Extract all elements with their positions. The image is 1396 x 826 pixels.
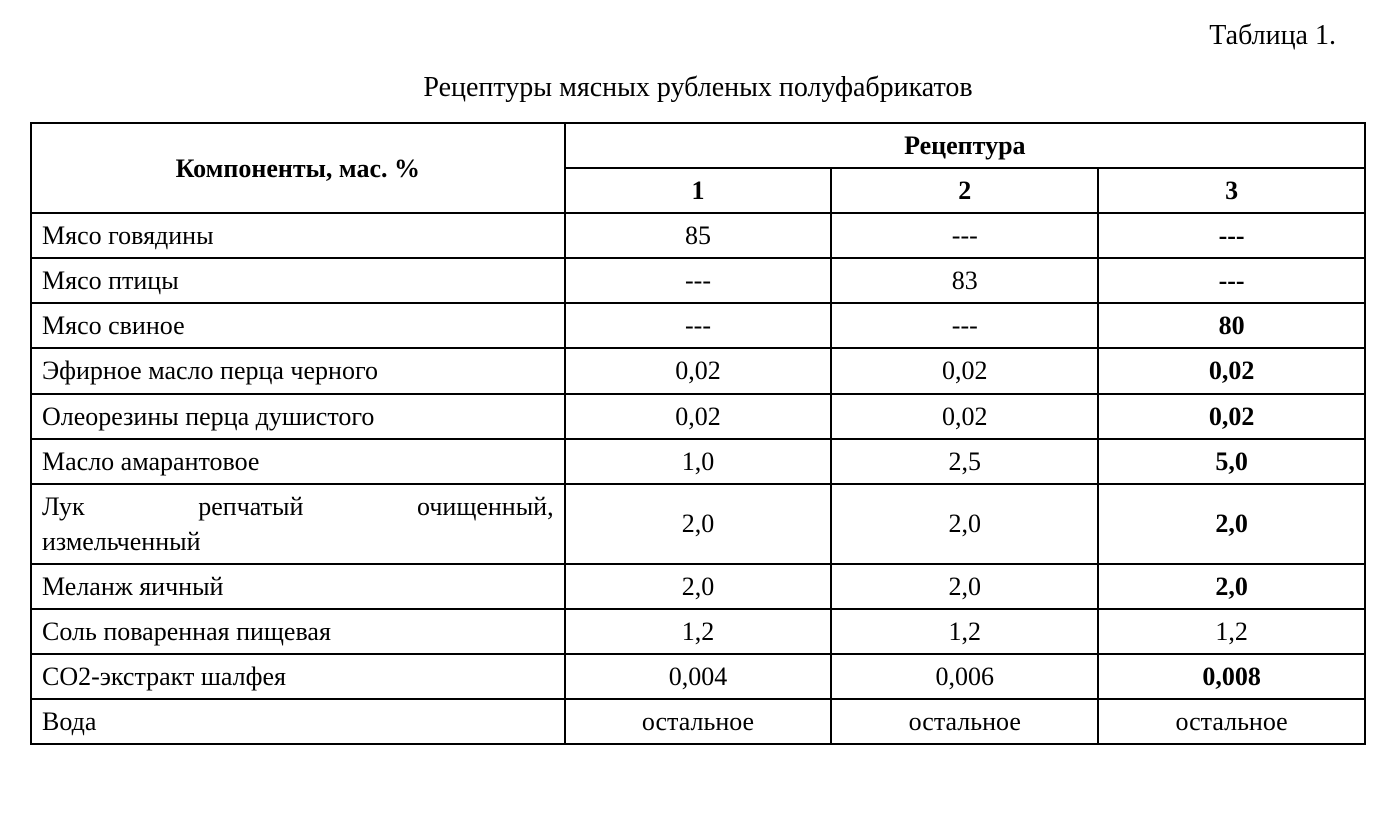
table-row: Олеорезины перца душистого 0,02 0,02 0,0… [31, 394, 1365, 439]
cell: 0,02 [565, 394, 832, 439]
cell: 1,2 [565, 609, 832, 654]
cell: 0,008 [1098, 654, 1365, 699]
cell: остальное [1098, 699, 1365, 744]
component-name-line2: измельченный [42, 524, 554, 559]
header-col-3: 3 [1098, 168, 1365, 213]
component-name: Мясо птицы [31, 258, 565, 303]
table-row: Соль поваренная пищевая 1,2 1,2 1,2 [31, 609, 1365, 654]
header-col-2: 2 [831, 168, 1098, 213]
table-row: Мясо говядины 85 --- --- [31, 213, 1365, 258]
component-name: Мясо говядины [31, 213, 565, 258]
table-row: Эфирное масло перца черного 0,02 0,02 0,… [31, 348, 1365, 393]
component-name: СО2-экстракт шалфея [31, 654, 565, 699]
cell: 2,0 [831, 484, 1098, 564]
cell: --- [1098, 213, 1365, 258]
cell: 0,02 [1098, 348, 1365, 393]
cell: 1,0 [565, 439, 832, 484]
table-row: Лук репчатый очищенный, измельченный 2,0… [31, 484, 1365, 564]
cell: 2,0 [831, 564, 1098, 609]
cell: остальное [565, 699, 832, 744]
component-name: Масло амарантовое [31, 439, 565, 484]
table-row: Меланж яичный 2,0 2,0 2,0 [31, 564, 1365, 609]
cell: 83 [831, 258, 1098, 303]
component-name: Лук репчатый очищенный, измельченный [31, 484, 565, 564]
table-row: Вода остальное остальное остальное [31, 699, 1365, 744]
header-components: Компоненты, мас. % [31, 123, 565, 213]
cell: 2,0 [565, 484, 832, 564]
table-row: СО2-экстракт шалфея 0,004 0,006 0,008 [31, 654, 1365, 699]
component-name: Соль поваренная пищевая [31, 609, 565, 654]
cell: 1,2 [831, 609, 1098, 654]
component-name: Эфирное масло перца черного [31, 348, 565, 393]
header-col-1: 1 [565, 168, 832, 213]
cell: 2,5 [831, 439, 1098, 484]
cell: 0,02 [831, 348, 1098, 393]
cell: 1,2 [1098, 609, 1365, 654]
component-name: Меланж яичный [31, 564, 565, 609]
cell: 0,006 [831, 654, 1098, 699]
cell: остальное [831, 699, 1098, 744]
table-body: Мясо говядины 85 --- --- Мясо птицы --- … [31, 213, 1365, 744]
cell: 85 [565, 213, 832, 258]
cell: 0,02 [831, 394, 1098, 439]
cell: 0,02 [565, 348, 832, 393]
component-name: Олеорезины перца душистого [31, 394, 565, 439]
component-name-line1: Лук репчатый очищенный, [42, 489, 554, 524]
table-row: Мясо птицы --- 83 --- [31, 258, 1365, 303]
cell: --- [565, 303, 832, 348]
cell: 2,0 [1098, 564, 1365, 609]
table-caption: Рецептуры мясных рубленых полуфабрикатов [30, 72, 1366, 104]
component-name: Вода [31, 699, 565, 744]
cell: 2,0 [1098, 484, 1365, 564]
table-label: Таблица 1. [30, 20, 1366, 52]
component-name: Мясо свиное [31, 303, 565, 348]
cell: --- [831, 213, 1098, 258]
cell: 80 [1098, 303, 1365, 348]
cell: --- [565, 258, 832, 303]
cell: 0,02 [1098, 394, 1365, 439]
header-recipe: Рецептура [565, 123, 1365, 168]
cell: 5,0 [1098, 439, 1365, 484]
cell: 2,0 [565, 564, 832, 609]
recipe-table: Компоненты, мас. % Рецептура 1 2 3 Мясо … [30, 122, 1366, 745]
cell: --- [831, 303, 1098, 348]
table-row: Мясо свиное --- --- 80 [31, 303, 1365, 348]
table-row: Масло амарантовое 1,0 2,5 5,0 [31, 439, 1365, 484]
table-header-row-1: Компоненты, мас. % Рецептура [31, 123, 1365, 168]
cell: 0,004 [565, 654, 832, 699]
cell: --- [1098, 258, 1365, 303]
